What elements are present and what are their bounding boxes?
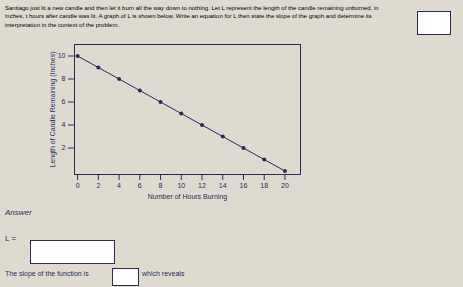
html-text:Answer: Answer (5, 208, 32, 217)
html-text:which reveals: which reveals (142, 270, 185, 277)
html-text:Santiago just lit a new candle: Santiago just lit a new candle and then … (5, 5, 379, 28)
svg-text:20: 20 (281, 182, 289, 189)
svg-text:16: 16 (240, 182, 248, 189)
svg-text:14: 14 (219, 182, 227, 189)
svg-text:8: 8 (62, 75, 66, 82)
svg-text:Number of Hours Burning: Number of Hours Burning (148, 193, 227, 201)
svg-text:2: 2 (62, 144, 66, 151)
svg-text:10: 10 (58, 52, 66, 59)
svg-text:8: 8 (159, 182, 163, 189)
svg-text:6: 6 (138, 182, 142, 189)
html-text:L =: L = (5, 234, 16, 243)
svg-text:10: 10 (177, 182, 185, 189)
svg-text:4: 4 (62, 121, 66, 128)
svg-text:6: 6 (62, 98, 66, 105)
svg-text:4: 4 (117, 182, 121, 189)
svg-text:2: 2 (96, 182, 100, 189)
svg-text:12: 12 (198, 182, 206, 189)
svg-text:0: 0 (76, 182, 80, 189)
svg-text:Length of Candle Remaining (In: Length of Candle Remaining (Inches) (49, 52, 57, 168)
svg-text:18: 18 (260, 182, 268, 189)
html-text:The slope of the function is: The slope of the function is (5, 270, 89, 277)
